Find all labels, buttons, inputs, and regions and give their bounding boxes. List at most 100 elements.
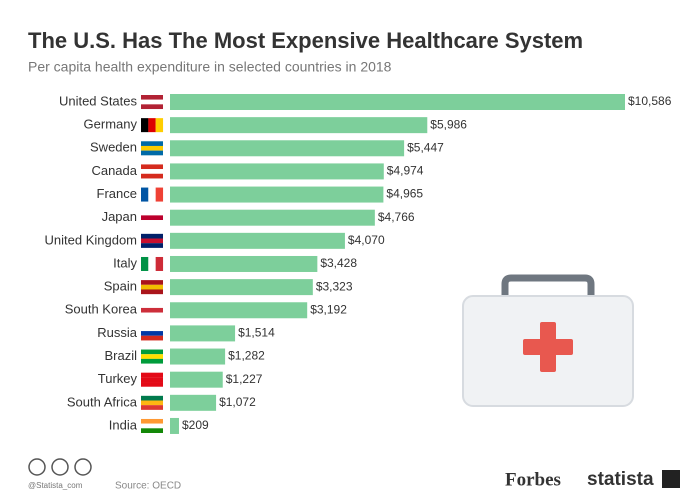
- bar: [170, 394, 217, 411]
- flag: [141, 395, 163, 401]
- bar: [170, 255, 318, 272]
- flag: [141, 405, 163, 410]
- flag: [148, 256, 156, 271]
- flag: [141, 358, 163, 364]
- bar: [170, 117, 428, 134]
- flag: [141, 349, 163, 355]
- flag: [141, 418, 163, 424]
- flag: [141, 233, 163, 239]
- flag: [141, 215, 163, 221]
- flag: [141, 145, 163, 151]
- flag: [141, 382, 163, 387]
- category-label: United States: [59, 93, 138, 108]
- category-label: Spain: [104, 279, 137, 294]
- value-label: $3,428: [320, 256, 357, 270]
- flag: [141, 307, 163, 313]
- bar: [170, 140, 405, 157]
- value-label: $3,192: [310, 302, 347, 316]
- flag: [141, 372, 163, 378]
- flag: [141, 104, 163, 110]
- flag: [141, 280, 163, 285]
- value-label: $4,965: [386, 187, 423, 201]
- category-label: Russia: [97, 325, 138, 340]
- bar: [170, 94, 625, 110]
- flag: [141, 423, 163, 429]
- source: Source: OECD: [115, 481, 181, 492]
- flag: [155, 118, 164, 133]
- value-label: $4,974: [387, 164, 424, 178]
- flag: [141, 284, 163, 290]
- value-label: $209: [182, 418, 209, 432]
- flag: [141, 141, 163, 146]
- flag: [141, 187, 149, 202]
- flag: [141, 377, 163, 383]
- bar: [170, 186, 384, 203]
- bar: [170, 163, 384, 180]
- flag: [141, 118, 149, 133]
- flag: [141, 95, 163, 100]
- category-label: South Africa: [67, 394, 138, 409]
- category-label: South Korea: [65, 302, 138, 317]
- bar: [170, 232, 345, 249]
- category-label: Sweden: [90, 140, 137, 155]
- brand: statista: [587, 469, 654, 490]
- flag: [141, 331, 163, 336]
- value-label: $4,070: [348, 233, 385, 247]
- flag: [141, 400, 163, 406]
- value-label: $5,986: [430, 117, 467, 131]
- statista-logo: [662, 470, 680, 488]
- chart-subtitle: Per capita health expenditure in selecte…: [28, 59, 392, 75]
- category-label: United Kingdom: [45, 232, 138, 247]
- flag: [141, 238, 163, 244]
- flag: [155, 256, 164, 271]
- category-label: India: [109, 417, 138, 432]
- flag: [141, 169, 163, 174]
- flag: [141, 150, 163, 156]
- value-label: $5,447: [407, 140, 444, 154]
- flag: [141, 354, 163, 359]
- flag: [141, 256, 149, 271]
- brand: Forbes: [505, 469, 561, 490]
- category-label: Japan: [102, 209, 137, 224]
- credit: @Statista_com: [28, 481, 83, 490]
- bar: [170, 348, 226, 365]
- chart-title: The U.S. Has The Most Expensive Healthca…: [28, 28, 583, 53]
- bar: [170, 209, 375, 226]
- flag: [141, 303, 163, 308]
- category-label: Canada: [91, 163, 137, 178]
- flag: [141, 99, 163, 105]
- flag: [141, 164, 163, 170]
- bar: [170, 325, 236, 342]
- flag: [141, 312, 163, 318]
- category-label: Italy: [113, 255, 137, 270]
- flag: [141, 243, 163, 248]
- value-label: $3,323: [316, 279, 353, 293]
- bar: [170, 417, 179, 434]
- value-label: $1,514: [238, 326, 275, 340]
- category-label: Turkey: [98, 371, 138, 386]
- flag: [155, 187, 164, 202]
- category-label: Brazil: [104, 348, 137, 363]
- bar: [170, 279, 313, 296]
- flag: [141, 335, 163, 341]
- value-label: $1,282: [228, 349, 265, 363]
- flag: [141, 173, 163, 179]
- value-label: $10,586: [628, 94, 672, 108]
- value-label: $4,766: [378, 210, 415, 224]
- category-label: France: [97, 186, 137, 201]
- flag: [141, 220, 163, 225]
- flag: [148, 118, 156, 133]
- cc-icons: [28, 458, 92, 476]
- bar: [170, 302, 308, 319]
- flag: [141, 326, 163, 332]
- flag: [141, 210, 163, 216]
- bar: [170, 371, 223, 388]
- value-label: $1,227: [226, 372, 263, 386]
- flag: [141, 428, 163, 433]
- value-label: $1,072: [219, 395, 256, 409]
- medical-kit-icon: [462, 274, 634, 407]
- flag: [141, 289, 163, 295]
- category-label: Germany: [84, 117, 138, 132]
- flag: [148, 187, 156, 202]
